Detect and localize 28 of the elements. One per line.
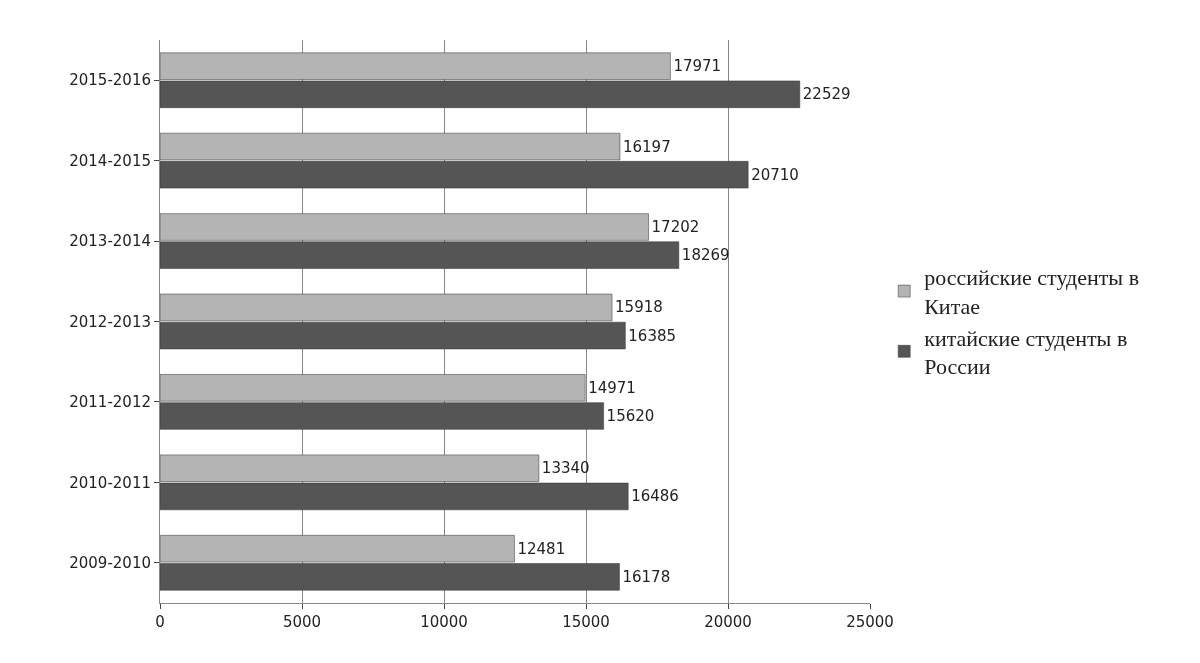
data-label: 16385 [628,326,677,345]
y-tick-label: 2009-2010 [69,554,151,573]
data-label: 14971 [588,378,636,397]
y-tick-label: 2015-2016 [69,71,151,90]
x-tick-label: 10000 [420,613,468,631]
data-label: 18269 [681,246,730,265]
x-tick-label: 15000 [562,613,610,631]
x-tick-label: 0 [155,613,165,631]
y-tick-label: 2014-2015 [69,151,151,170]
x-tick-label: 5000 [282,613,322,631]
data-label: 12481 [517,539,566,558]
data-label: 15620 [606,407,655,425]
data-label: 16178 [622,567,671,586]
data-label: 16486 [631,487,679,506]
data-label: 22529 [802,85,851,104]
x-tick-label: 20000 [704,613,752,631]
y-tick-label: 2013-2014 [69,232,151,251]
data-label: 20710 [751,165,799,184]
data-label: 15918 [615,298,663,317]
y-tick-label: 2012-2013 [69,312,151,331]
y-tick-label: 2010-2011 [69,473,151,492]
x-tick-label: 25000 [846,613,894,631]
data-label: 17202 [651,218,700,236]
data-label: 16197 [622,137,671,156]
legend-label: китайские студенты в России [924,325,1128,380]
data-label: 13340 [541,459,590,478]
data-label: 17971 [673,57,722,76]
y-tick-label: 2011-2012 [69,393,151,412]
